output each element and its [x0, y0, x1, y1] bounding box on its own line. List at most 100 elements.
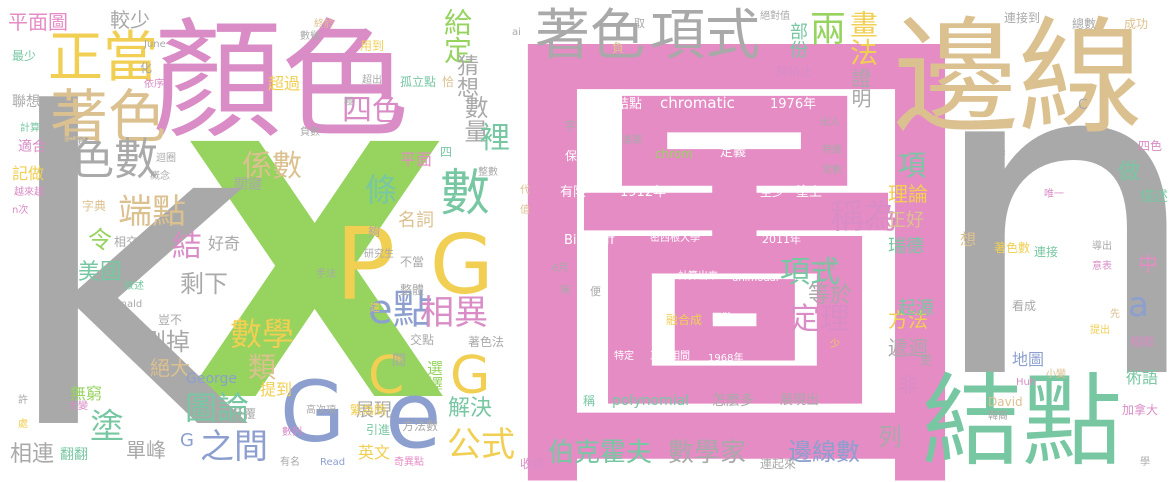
word: 少	[830, 339, 840, 350]
word: 數幾	[300, 31, 320, 42]
word: 絕對值	[760, 11, 790, 22]
word: 處	[18, 419, 28, 430]
word: 交點	[410, 333, 435, 347]
word: unimodal	[732, 273, 779, 284]
word: 正負相間	[650, 351, 690, 362]
word: 適合	[18, 139, 46, 155]
word: 夠	[368, 225, 381, 239]
word: 繁為簡	[350, 403, 387, 417]
word: 值	[520, 205, 530, 216]
word: 理論	[888, 182, 928, 206]
word: 術語	[1126, 368, 1159, 387]
word: Birkhoff	[564, 233, 615, 248]
word: 等於	[808, 283, 853, 308]
word: 6月	[552, 263, 569, 274]
word: 翻翻	[60, 447, 88, 463]
word: 項式	[780, 255, 840, 290]
word: 終於	[314, 19, 334, 30]
word: 較少	[110, 8, 150, 32]
word: n次	[12, 205, 29, 216]
word: 四色	[342, 93, 402, 128]
word: 提出	[1090, 325, 1110, 336]
word: 最少	[12, 49, 37, 63]
word: 特徵	[822, 145, 842, 156]
word: 密西根大學	[650, 233, 700, 244]
word: 公式	[447, 425, 515, 465]
word: 間	[392, 353, 406, 369]
word: 字	[564, 119, 577, 133]
word: X	[180, 71, 450, 479]
word: 1912年	[620, 185, 667, 200]
word: 用到	[360, 39, 385, 53]
word: 字典	[82, 199, 107, 213]
word: 起源	[898, 298, 934, 319]
word: 負	[612, 41, 625, 55]
word: a	[1128, 285, 1149, 325]
word: 名詞	[398, 210, 434, 231]
word: Ronald	[108, 299, 143, 310]
word: 相交	[114, 235, 139, 249]
word: 圖	[496, 0, 976, 482]
word: 概念	[150, 171, 170, 182]
word: 看成	[1012, 299, 1037, 313]
word: 連起來	[760, 457, 797, 471]
word: 猜想	[453, 54, 478, 98]
word: 無窮	[70, 384, 103, 403]
word: 描述	[1140, 189, 1168, 205]
word: 高次項	[306, 405, 336, 416]
word: 數學家	[668, 438, 747, 468]
word: 令	[88, 226, 112, 254]
word: G	[450, 346, 491, 406]
word: 圖類	[64, 137, 84, 148]
word: 平面	[400, 150, 433, 169]
word: 韓裔	[988, 411, 1008, 422]
word: 有名	[280, 457, 300, 468]
word: 想	[960, 230, 977, 249]
word: 邊線	[893, 6, 1143, 151]
word: 代	[520, 185, 530, 196]
word: 依序	[144, 79, 164, 90]
word: G	[180, 430, 194, 451]
word: 至少	[760, 185, 785, 199]
word: 著色數	[994, 241, 1031, 255]
word: ai	[512, 27, 521, 38]
word: e點	[368, 287, 433, 333]
word: 相鄰	[1130, 335, 1155, 349]
word: 邊線數	[788, 438, 860, 466]
word: 正好	[888, 210, 924, 231]
word: 關鍵	[234, 177, 262, 193]
word: 引進	[366, 423, 391, 437]
word: 超出	[362, 75, 382, 86]
word: 稱為	[830, 197, 898, 237]
word: 顏色	[153, 7, 410, 156]
word: 數	[440, 164, 490, 222]
word: 結點	[922, 363, 1122, 480]
word: 絕大	[150, 356, 190, 380]
word: 計算出來	[678, 271, 718, 282]
word: 部份	[787, 22, 808, 58]
word: 項式	[650, 3, 761, 67]
word: n	[925, 0, 1175, 476]
word: 兩	[804, 10, 845, 46]
word: 解決	[448, 396, 493, 421]
word: 許	[18, 395, 28, 406]
word: 便	[590, 285, 601, 298]
word: C	[1078, 97, 1088, 113]
word: George	[186, 371, 238, 387]
word: 伯克霍夫	[548, 438, 653, 468]
word: 遠	[370, 303, 380, 314]
word: 平面圖	[8, 10, 68, 34]
word: 之間	[200, 427, 268, 467]
word: 數列	[282, 427, 302, 438]
word: 有限	[560, 185, 587, 200]
word: 方法	[888, 308, 928, 332]
word: 著色法	[468, 335, 505, 349]
word: 刪掉	[142, 328, 190, 356]
word: 相異結點	[590, 97, 643, 112]
word: 記做	[12, 164, 45, 183]
word: 分成	[816, 261, 836, 272]
word: 越來越	[14, 187, 44, 198]
word: 畫法	[846, 10, 879, 66]
word: 塗	[90, 407, 124, 447]
word: 出人	[820, 117, 840, 128]
